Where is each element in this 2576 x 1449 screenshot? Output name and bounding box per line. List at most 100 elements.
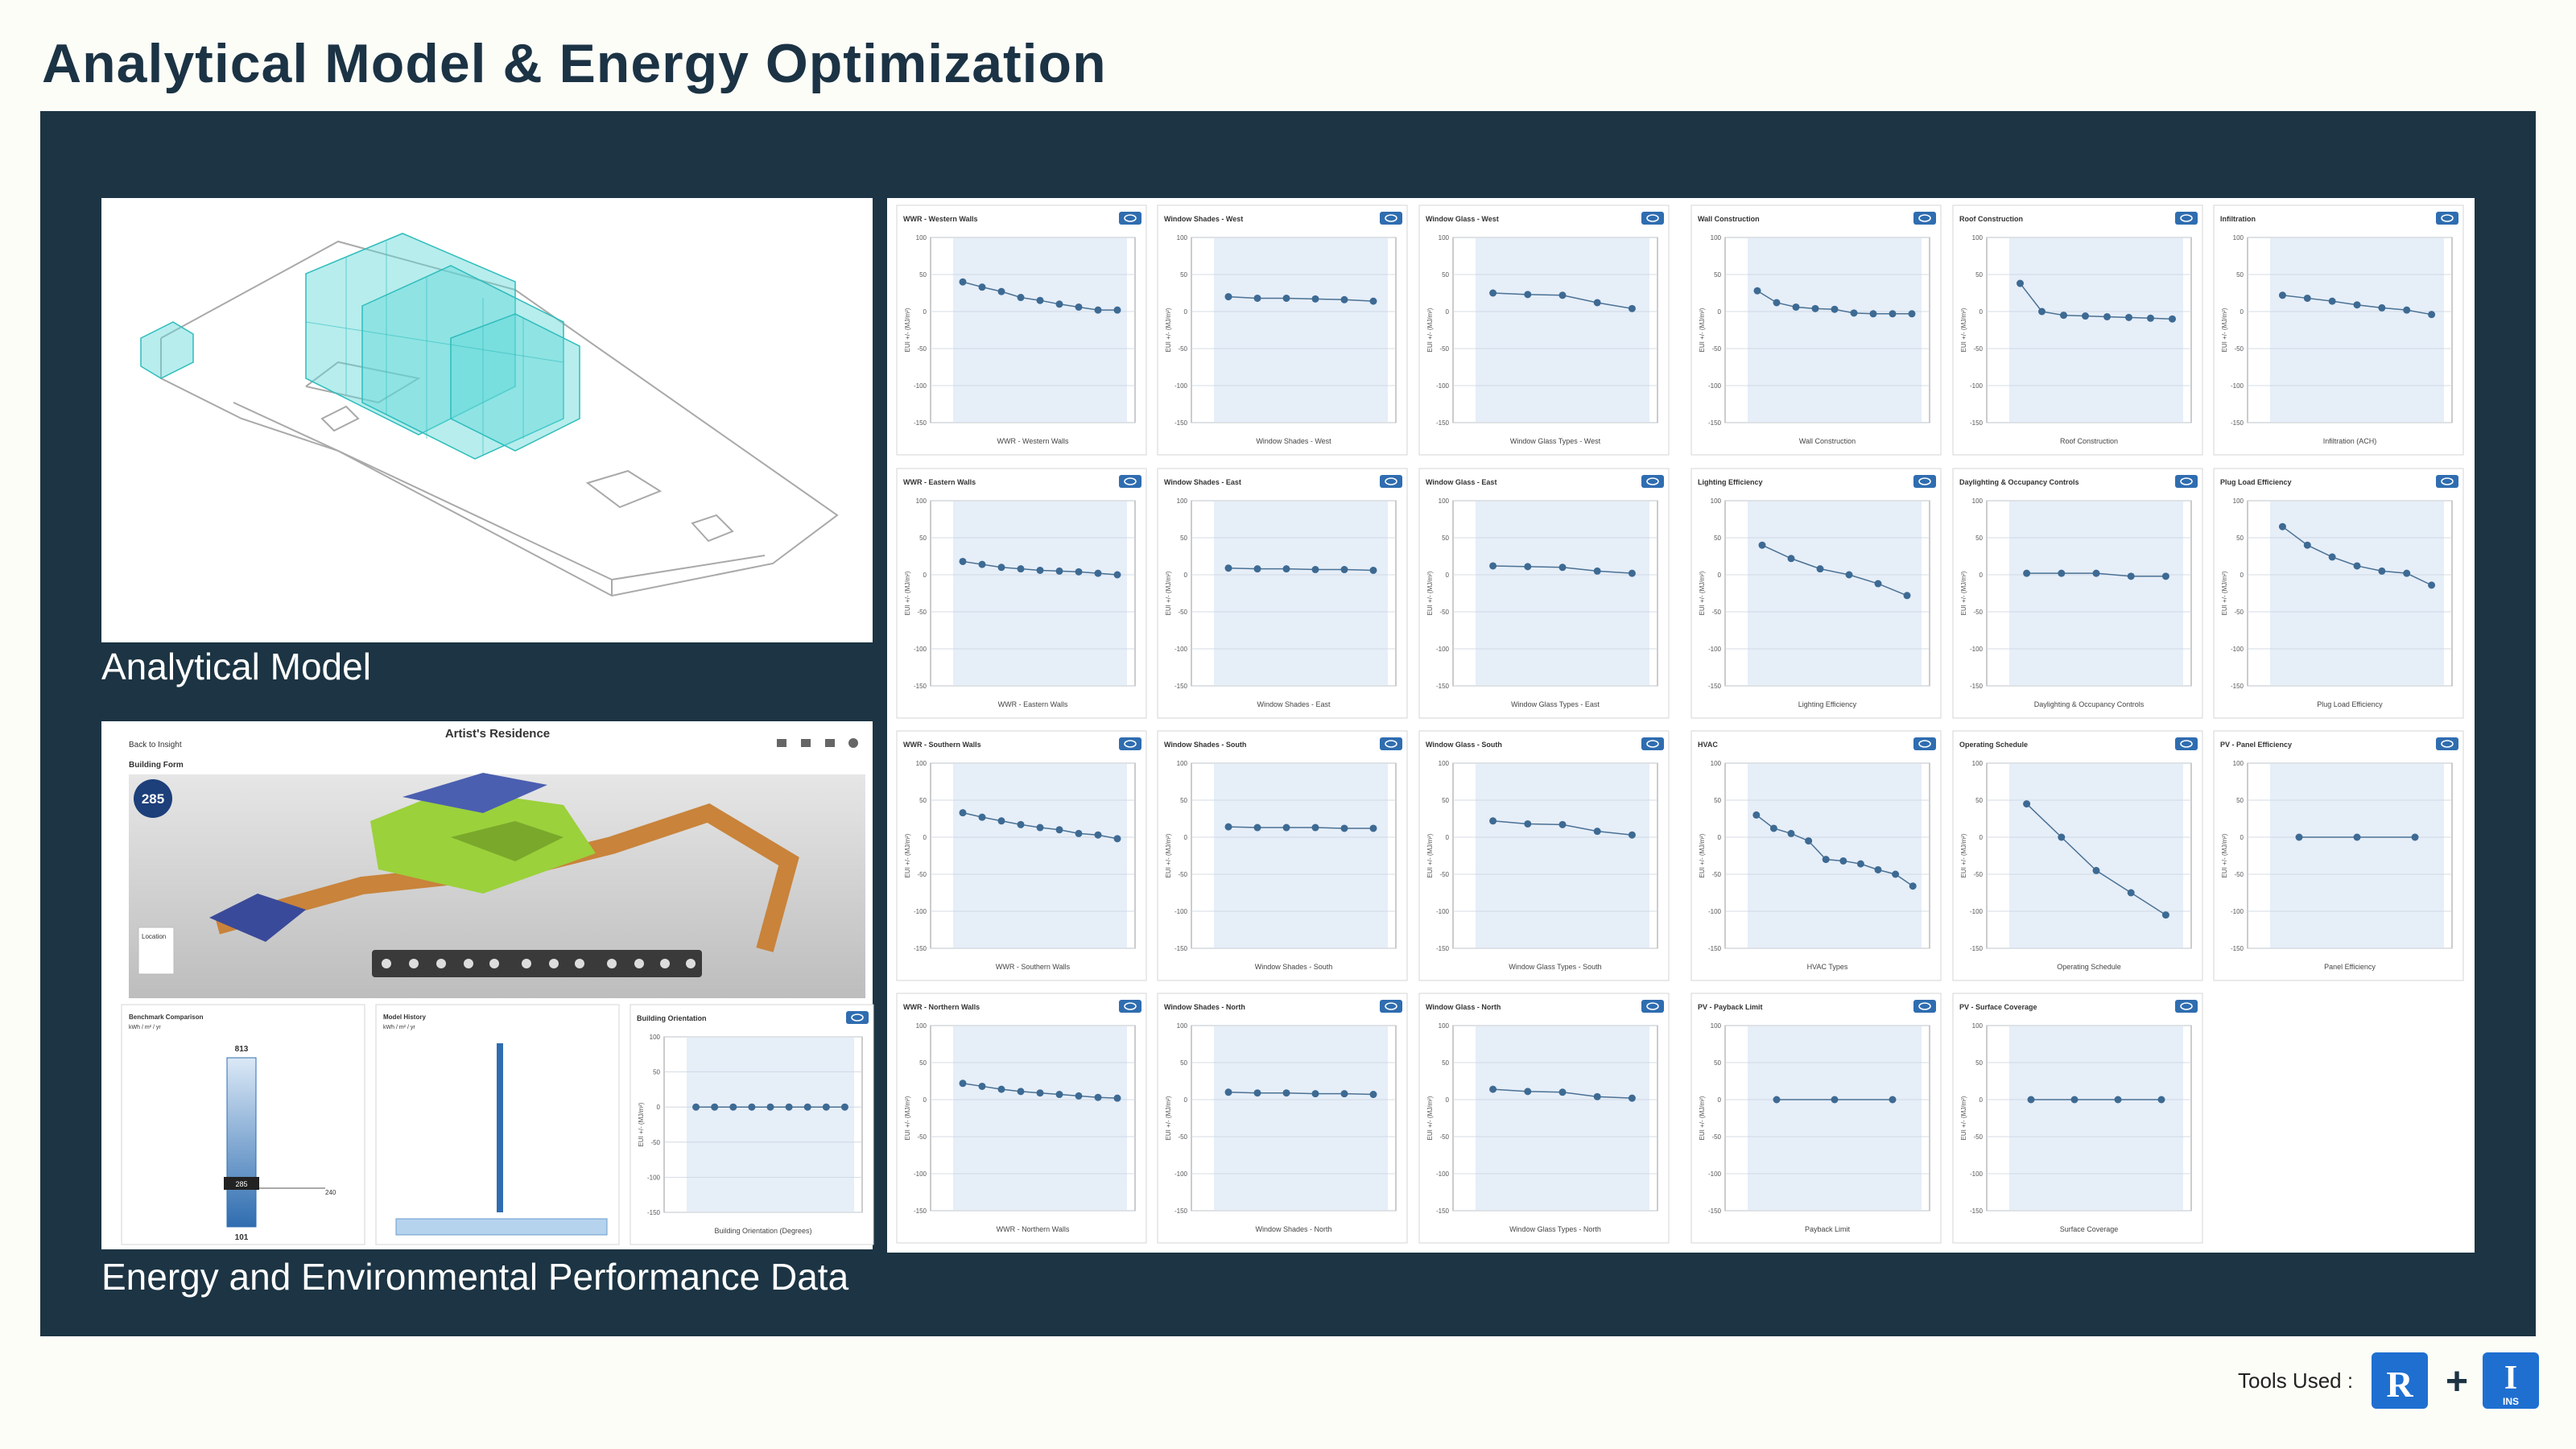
data-point [1874, 580, 1882, 588]
view-toggle[interactable] [2436, 475, 2458, 488]
plot-band [687, 1038, 854, 1212]
view-toggle[interactable] [1380, 737, 1402, 750]
data-point [2161, 911, 2169, 919]
y-tick-label: 50 [1714, 797, 1721, 804]
view-toggle[interactable] [1119, 212, 1141, 225]
view-toggle[interactable] [1913, 1000, 1936, 1013]
data-point [1889, 1096, 1897, 1104]
x-axis-label: Wall Construction [1799, 437, 1856, 445]
y-tick-label: 100 [1972, 1022, 1984, 1030]
view-toggle[interactable] [1380, 475, 1402, 488]
x-axis-label: Payback Limit [1805, 1225, 1851, 1233]
data-point [1787, 829, 1795, 837]
y-axis-label: EUI +/- (MJ/m²) [1165, 1096, 1172, 1140]
chart-panel: Window Shades - North 100 50 0 -50 -100 -150 EU… [1157, 993, 1408, 1244]
data-point [2303, 294, 2311, 302]
plot-band [1748, 238, 1922, 422]
view-toggle[interactable] [1913, 475, 1936, 488]
data-point [2353, 833, 2361, 841]
y-tick-label: -150 [914, 945, 927, 952]
y-tick-label: 100 [650, 1034, 661, 1041]
view-toggle[interactable] [1641, 1000, 1664, 1013]
chart-panel: Infiltration 100 50 0 -50 -100 -150 EUI +/- (MJ… [2213, 204, 2464, 456]
y-tick-label: -150 [1970, 683, 1984, 690]
chart-panel: Window Glass - West 100 50 0 -50 -100 -150 EUI … [1418, 204, 1670, 456]
view-toggle[interactable] [1641, 475, 1664, 488]
view-toggle[interactable] [1380, 212, 1402, 225]
view-toggle[interactable] [846, 1011, 869, 1024]
view-toggle[interactable] [2436, 737, 2458, 750]
data-point [1340, 295, 1348, 303]
back-link[interactable]: Back to Insight [129, 741, 182, 749]
panel-title: Daylighting & Occupancy Controls [1959, 478, 2079, 486]
y-tick-label: -150 [1970, 945, 1984, 952]
data-point [2353, 562, 2361, 570]
data-point [2023, 800, 2031, 808]
data-point [1036, 296, 1044, 304]
tools-label: Tools Used : [2238, 1368, 2353, 1393]
y-tick-label: -50 [1711, 345, 1721, 353]
data-point [1787, 555, 1795, 563]
data-point [2038, 308, 2046, 316]
y-axis-label: EUI +/- (MJ/m²) [2221, 571, 2228, 615]
y-tick-label: -150 [1708, 1208, 1722, 1215]
view-toggle[interactable] [2175, 1000, 2198, 1013]
view-toggle[interactable] [2436, 212, 2458, 225]
view-toggle[interactable] [1913, 212, 1936, 225]
panel-title: Building Orientation [637, 1014, 707, 1022]
data-point [1489, 562, 1497, 570]
y-tick-label: 0 [1446, 834, 1450, 841]
view-toggle[interactable] [2175, 212, 2198, 225]
y-tick-label: 50 [1714, 271, 1721, 279]
x-axis-label: WWR - Western Walls [997, 437, 1069, 445]
eye-icon [2180, 1002, 2193, 1010]
y-axis-label: EUI +/- (MJ/m²) [904, 833, 911, 877]
chart-panel: Roof Construction 100 50 0 -50 -100 -150 EUI +/… [1952, 204, 2203, 456]
x-axis-label: Building Orientation (Degrees) [714, 1227, 811, 1235]
y-tick-label: -150 [647, 1209, 661, 1216]
y-tick-label: 100 [1439, 497, 1450, 505]
eye-icon [1385, 1002, 1397, 1010]
eye-icon [1646, 740, 1659, 748]
insight-view: Back to Insight Artist's Residence Build… [101, 721, 873, 1249]
y-tick-label: 50 [2236, 535, 2244, 542]
view-toggle[interactable] [1913, 737, 1936, 750]
data-point [1909, 882, 1917, 890]
panel-title: Window Shades - South [1164, 741, 1246, 749]
y-tick-label: -100 [914, 908, 927, 915]
benchmark-min: 101 [235, 1233, 249, 1242]
view-toggle[interactable] [1119, 737, 1141, 750]
y-tick-label: 50 [919, 271, 927, 279]
view-toggle[interactable] [2175, 737, 2198, 750]
data-point [1869, 310, 1877, 318]
series-line [1228, 567, 1374, 572]
x-axis-label: Surface Coverage [2060, 1225, 2119, 1233]
panel-title: PV - Payback Limit [1698, 1003, 1763, 1011]
view-toggle[interactable] [1380, 1000, 1402, 1013]
insight-sub: INS [2503, 1396, 2519, 1407]
view-toggle[interactable] [2175, 475, 2198, 488]
y-tick-label: -50 [1711, 871, 1721, 878]
eye-icon [851, 1013, 864, 1022]
data-point [2328, 297, 2336, 305]
chart-panel: Window Shades - South 100 50 0 -50 -100 -150 EU… [1157, 730, 1408, 981]
chart-panel: Operating Schedule 100 50 0 -50 -100 -150 EUI +… [1952, 730, 2203, 981]
plot-band [953, 238, 1127, 422]
y-tick-label: -50 [1178, 345, 1187, 353]
y-tick-label: -50 [917, 1133, 927, 1141]
data-point [2058, 569, 2066, 577]
view-toggle[interactable] [1641, 737, 1664, 750]
data-point [2303, 541, 2311, 549]
data-point [2017, 279, 2024, 287]
view-toggle[interactable] [1641, 212, 1664, 225]
data-point [2403, 569, 2411, 577]
view-toggle[interactable] [1119, 475, 1141, 488]
data-point [1282, 1089, 1290, 1097]
x-axis-label: Operating Schedule [2057, 963, 2121, 971]
panel-title: Operating Schedule [1959, 741, 2028, 749]
data-point [1908, 310, 1916, 318]
panel-title: Lighting Efficiency [1698, 478, 1763, 486]
data-point [1075, 1092, 1083, 1100]
view-toggle[interactable] [1119, 1000, 1141, 1013]
y-tick-label: 0 [1184, 572, 1188, 579]
